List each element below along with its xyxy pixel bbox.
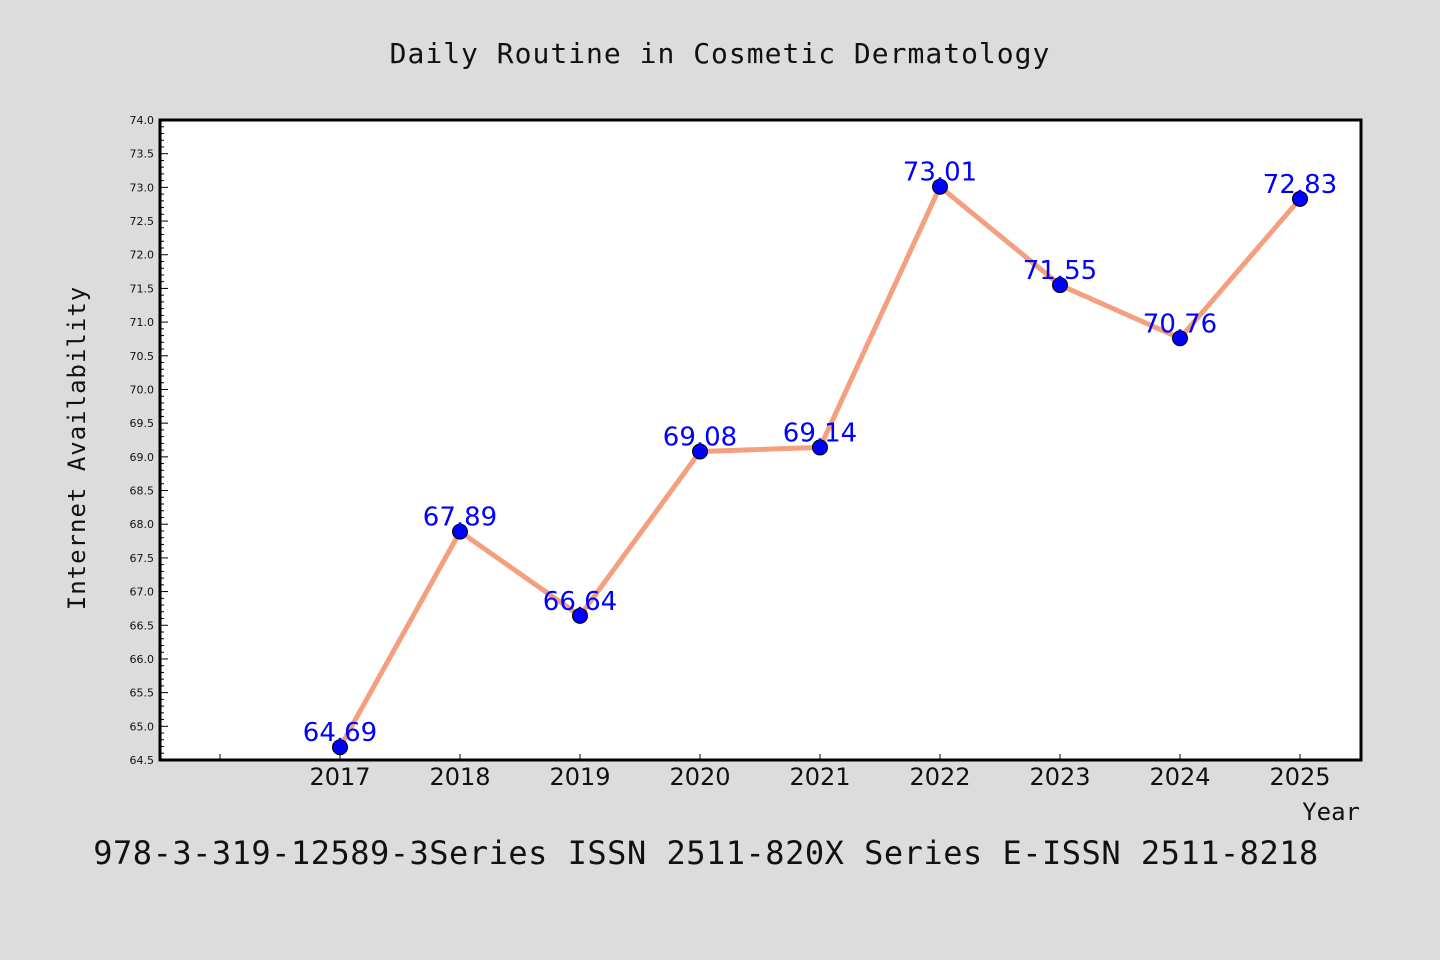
y-tick-label: 65.0 bbox=[130, 720, 155, 733]
data-label: 72.83 bbox=[1263, 170, 1337, 200]
y-tick-label: 72.0 bbox=[130, 249, 155, 262]
y-tick-label: 73.5 bbox=[130, 148, 155, 161]
x-tick-label: 2021 bbox=[789, 763, 850, 791]
y-axis-label: Internet Availability bbox=[63, 286, 91, 610]
y-tick-label: 69.0 bbox=[130, 451, 155, 464]
y-axis-ticks: 64.5 65.0 65.5 66.0 66.5 67.0 67.5 68.0 68.5 69.0… bbox=[130, 114, 168, 767]
data-point bbox=[932, 178, 948, 195]
y-tick-label: 64.5 bbox=[130, 754, 155, 767]
y-tick-label: 66.0 bbox=[130, 653, 155, 666]
chart-title: Daily Routine in Cosmetic Dermatology bbox=[390, 37, 1051, 70]
x-axis-label: Year bbox=[1302, 798, 1360, 826]
footer-text: 978-3-319-12589-3Series ISSN 2511-820X S… bbox=[93, 834, 1318, 872]
y-tick-label: 71.5 bbox=[130, 282, 155, 295]
data-label: 69.08 bbox=[663, 422, 737, 452]
data-label-group: 64.69 67.89 66.64 69.08 69.14 73.01 71.55 70.76… bbox=[303, 158, 1337, 749]
y-tick-label: 68.0 bbox=[130, 518, 155, 531]
x-tick-label: 2018 bbox=[429, 763, 490, 791]
data-point bbox=[1292, 190, 1308, 207]
x-tick-label: 2025 bbox=[1269, 763, 1330, 791]
x-tick-label: 2019 bbox=[549, 763, 610, 791]
y-tick-label: 73.0 bbox=[130, 181, 155, 194]
data-point bbox=[1172, 330, 1188, 347]
data-point bbox=[1052, 277, 1068, 294]
y-tick-label: 68.5 bbox=[130, 485, 155, 498]
y-tick-label: 72.5 bbox=[130, 215, 155, 228]
y-tick-label: 70.5 bbox=[130, 350, 155, 363]
data-point bbox=[572, 607, 588, 624]
x-tick-label: 2023 bbox=[1029, 763, 1090, 791]
y-tick-label: 71.0 bbox=[130, 316, 155, 329]
plot-area bbox=[158, 118, 1363, 762]
x-axis-ticks: 2017 2018 2019 2020 2021 2022 2023 2024 2025 bbox=[219, 754, 1331, 791]
x-tick-label: 2017 bbox=[309, 763, 370, 791]
x-tick-label: 2020 bbox=[669, 763, 730, 791]
data-label: 66.64 bbox=[543, 587, 617, 617]
data-label: 71.55 bbox=[1023, 256, 1097, 286]
y-tick-label: 69.5 bbox=[130, 417, 155, 430]
series-line-group bbox=[332, 178, 1308, 756]
y-tick-label: 74.0 bbox=[130, 114, 155, 127]
data-label: 69.14 bbox=[783, 418, 857, 448]
data-point bbox=[452, 523, 468, 540]
y-tick-label: 70.0 bbox=[130, 383, 155, 396]
data-point bbox=[812, 439, 828, 456]
data-label: 70.76 bbox=[1143, 309, 1217, 339]
data-label: 64.69 bbox=[303, 718, 377, 748]
data-label: 73.01 bbox=[903, 158, 977, 188]
y-tick-label: 66.5 bbox=[130, 619, 155, 632]
x-tick-label: 2024 bbox=[1149, 763, 1210, 791]
x-tick-label: 2022 bbox=[909, 763, 970, 791]
y-tick-label: 67.5 bbox=[130, 552, 155, 565]
data-point bbox=[332, 739, 348, 756]
y-tick-label: 65.5 bbox=[130, 687, 155, 700]
y-tick-label: 67.0 bbox=[130, 586, 155, 599]
data-label: 67.89 bbox=[423, 503, 497, 533]
data-point bbox=[692, 443, 708, 460]
